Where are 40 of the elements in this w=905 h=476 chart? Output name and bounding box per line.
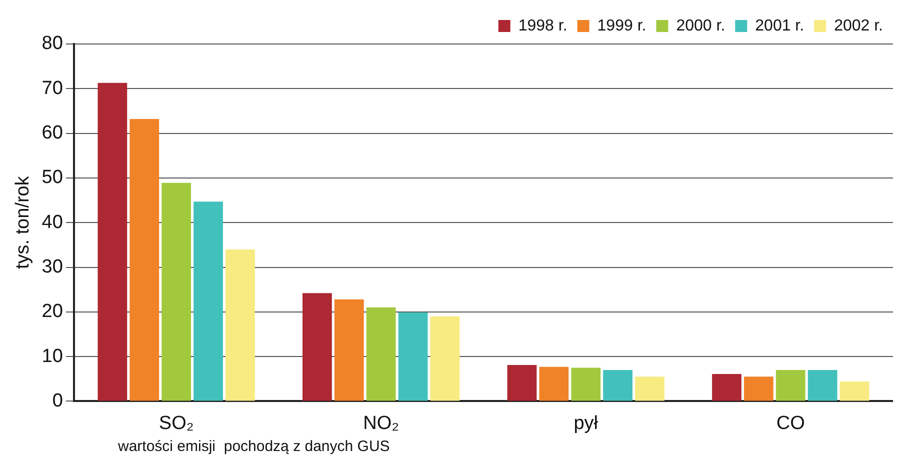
y-tick-label: 80 (42, 33, 63, 54)
legend-label: 2002 r. (834, 17, 884, 34)
x-tick-label: NO₂ (363, 412, 400, 434)
bar (744, 376, 774, 401)
x-tick-label: SO₂ (158, 412, 194, 434)
legend-label: 2001 r. (755, 17, 804, 34)
x-tick-label: pył (574, 412, 599, 434)
y-tick-label: 50 (42, 167, 63, 188)
bar (539, 366, 569, 401)
x-tick-label: CO (776, 412, 805, 434)
y-tick-label: 20 (42, 301, 63, 322)
y-tick-label: 30 (42, 256, 63, 278)
bar (840, 382, 870, 401)
y-tick-label: 40 (42, 212, 63, 233)
bar (194, 202, 223, 401)
y-tick-label: 70 (42, 78, 63, 99)
bar (98, 82, 128, 401)
bar (226, 249, 255, 401)
legend-label: 1998 r. (518, 17, 568, 34)
bar (571, 368, 601, 401)
bar (808, 370, 838, 401)
bar (635, 376, 664, 401)
y-tick-label: 10 (42, 346, 63, 367)
y-tick-label: 0 (52, 390, 63, 412)
legend-label: 1999 r. (597, 17, 646, 34)
text: wartości emisji pochodzą z danych GUS (118, 438, 391, 455)
bar (162, 182, 192, 401)
bar (302, 293, 332, 401)
bar (334, 299, 364, 401)
bar (712, 374, 742, 401)
legend-label: 2000 r. (676, 17, 726, 34)
y-tick-label: 60 (42, 122, 63, 144)
bar (398, 312, 428, 401)
bar (776, 370, 806, 401)
bar (603, 370, 632, 401)
bar (130, 119, 160, 401)
bar (507, 365, 537, 401)
bar (366, 307, 396, 401)
bar (430, 316, 460, 401)
y-axis-title: tys. ton/rok (12, 176, 34, 270)
